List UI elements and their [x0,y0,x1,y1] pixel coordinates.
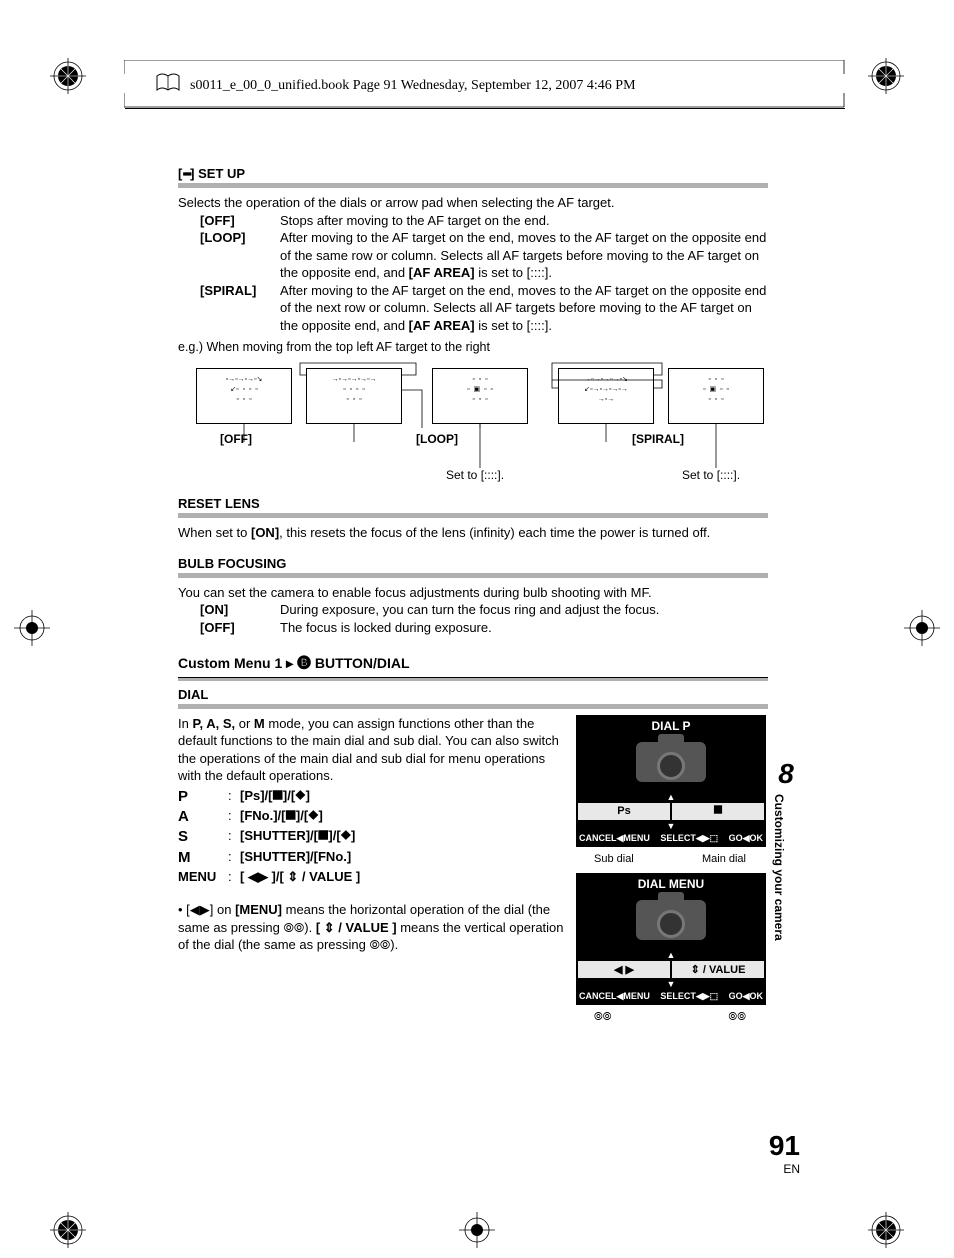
dial-p-sublabels: Sub dial Main dial [576,853,764,865]
dial-intro: In P, A, S, or M mode, you can assign fu… [178,715,564,785]
af-movement-diagram: ▫→▫→▫→▫↘↙▫ ▫ ▫ ▫▫ ▫ ▫ →▫→▫→▫→▫→▫ ▫ ▫ ▫▫ … [178,360,768,490]
setup-item-loop: [LOOP] After moving to the AF target on … [178,229,768,282]
lcd-dial-p: DIAL P ▲ Ps ⯀ ▼ CANCEL◀MENU SELECT◀▶⬚ GO… [576,715,766,847]
divider [178,183,768,188]
reset-lens-body: When set to [ON], this resets the focus … [178,524,768,542]
section-setup-title: [▪▪▪] SET UP [178,166,768,181]
camera-icon [636,900,706,940]
book-icon [155,72,181,94]
divider [178,704,768,709]
dial-row-s: S:[SHUTTER]/[⯀]/[⯁] [178,827,564,847]
section-bulb-title: BULB FOCUSING [178,556,768,571]
dial-note: • [◀▶] on [MENU] means the horizontal op… [178,901,564,954]
custom-menu-heading: Custom Menu 1 ▸ 🅑 BUTTON/DIAL [178,653,768,673]
dial-menu-sublabels: ⦾⦾ ⦾⦾ [576,1011,764,1024]
divider [178,513,768,518]
crop-mark-icon [50,1212,86,1248]
setup-item-off: [OFF] Stops after moving to the AF targe… [178,212,768,230]
crop-mark-icon [459,1212,495,1248]
bulb-item-off: [OFF] The focus is locked during exposur… [178,619,768,637]
section-reset-lens-title: RESET LENS [178,496,768,511]
dial-row-m: M:[SHUTTER]/[FNo.] [178,848,564,868]
crop-mark-icon [50,58,86,94]
dial-row-a: A:[FNo.]/[⯀]/[⯁] [178,807,564,827]
setup-item-spiral: [SPIRAL] After moving to the AF target o… [178,282,768,335]
crop-mark-icon [868,58,904,94]
bulb-item-on: [ON] During exposure, you can turn the f… [178,601,768,619]
header-filename: s0011_e_00_0_unified.book Page 91 Wednes… [190,78,636,94]
page-number: 91 EN [769,1130,800,1176]
crop-mark-icon [868,1212,904,1248]
camera-icon [636,742,706,782]
setup-example: e.g.) When moving from the top left AF t… [178,340,768,354]
side-chapter-tab: 8 Customizing your camera [772,760,800,994]
dial-row-p: P:[Ps]/[⯀]/[⯁] [178,787,564,807]
crop-mark-icon [14,610,50,646]
dial-row-menu: MENU:[ ◀▶ ]/[ ⇕ / VALUE ] [178,868,564,886]
setup-intro: Selects the operation of the dials or ar… [178,194,768,212]
section-dial-title: DIAL [178,687,768,702]
bulb-intro: You can set the camera to enable focus a… [178,584,768,602]
divider [178,573,768,578]
lcd-dial-menu: DIAL MENU ▲ ◀ ▶ ⇕ / VALUE ▼ CANCEL◀MENU … [576,873,766,1005]
divider [178,677,768,681]
crop-mark-icon [904,610,940,646]
